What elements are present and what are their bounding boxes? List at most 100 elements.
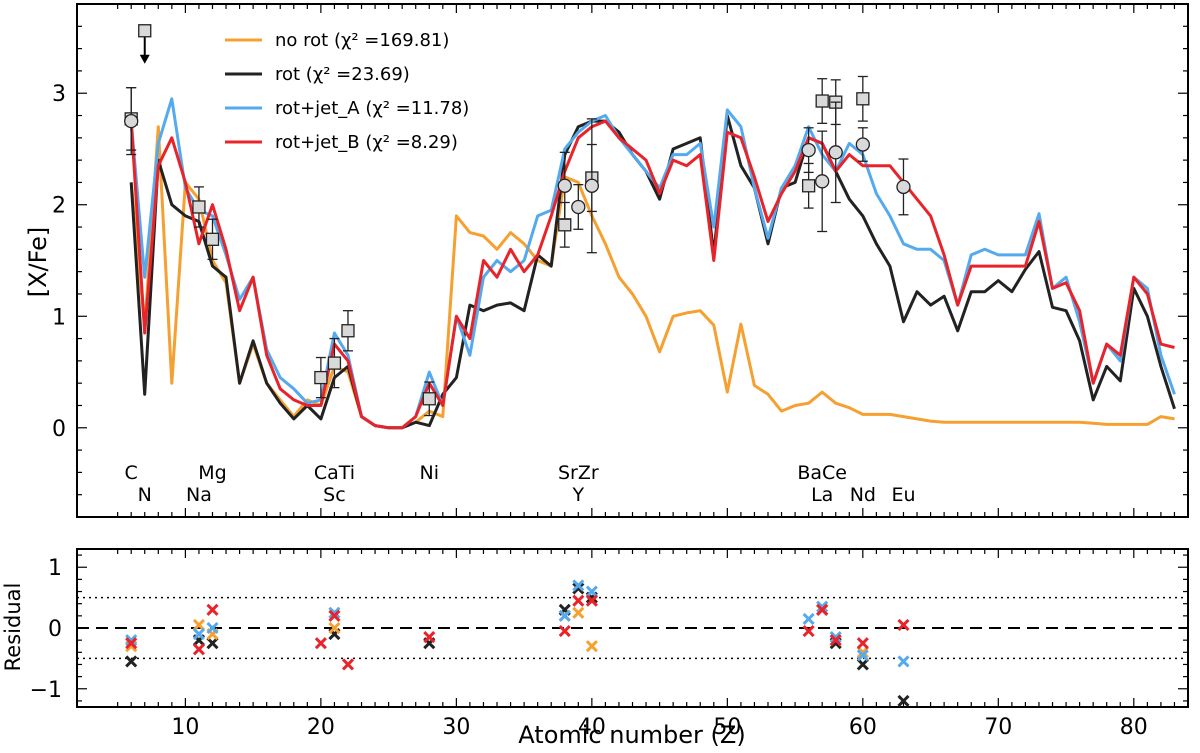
main-y-axis-label: [X/Fe] bbox=[24, 227, 52, 298]
residual-point-rot-jet-A bbox=[572, 579, 585, 592]
residual-tick-labels: −1 0 1 10 20 30 40 50 60 70 80 bbox=[30, 556, 1148, 740]
residual-point-rot bbox=[572, 582, 585, 595]
element-label: SrZr bbox=[558, 462, 599, 484]
residual-point-rot-jet-B bbox=[423, 631, 436, 644]
x-tick-label: 10 bbox=[171, 715, 199, 740]
element-label: Na bbox=[186, 484, 212, 506]
obs-square bbox=[815, 94, 829, 108]
x-tick-label: 50 bbox=[713, 715, 741, 740]
obs-square bbox=[138, 24, 152, 38]
residual-point-rot-jet-B bbox=[585, 594, 598, 607]
residual-point-rot-jet-A bbox=[897, 655, 910, 668]
residual-panel: −1 0 1 10 20 30 40 50 60 70 80 Residual Atomic num… bbox=[1, 548, 1189, 749]
main-axis-ticks bbox=[77, 3, 1189, 518]
residual-point-rot-jet-A bbox=[585, 585, 598, 598]
element-label: CaTi bbox=[314, 462, 355, 484]
residual-point-no-rot bbox=[572, 606, 585, 619]
observed-abundances bbox=[124, 24, 911, 417]
y-tick-label: 2 bbox=[52, 194, 66, 219]
residual-point-rot-jet-B bbox=[856, 637, 869, 650]
residual-y-tick-label: 1 bbox=[48, 556, 62, 581]
residual-point-rot-jet-B bbox=[558, 624, 571, 638]
obs-square bbox=[327, 356, 342, 370]
obs-square bbox=[558, 218, 572, 232]
upper-limit-arrowhead bbox=[139, 54, 150, 64]
y-tick-label: 1 bbox=[52, 305, 66, 330]
residual-point-rot-jet-A bbox=[829, 631, 842, 644]
obs-circle bbox=[571, 199, 586, 215]
residual-point-no-rot bbox=[192, 618, 205, 632]
element-label: La bbox=[811, 484, 833, 506]
obs-square bbox=[856, 92, 870, 106]
legend-label: rot+jet_B (χ² =8.29) bbox=[275, 132, 458, 153]
residual-point-rot bbox=[206, 637, 219, 650]
obs-circle bbox=[557, 178, 572, 193]
model-lines bbox=[129, 97, 1176, 430]
obs-square bbox=[341, 324, 355, 338]
legend: no rot (χ² =169.81) rot (χ² =23.69) rot+je… bbox=[225, 30, 469, 153]
obs-square bbox=[422, 392, 436, 406]
residual-y-tick-label: 0 bbox=[48, 617, 62, 642]
legend-label: rot (χ² =23.69) bbox=[275, 64, 410, 85]
x-tick-label: 30 bbox=[442, 715, 470, 740]
residual-point-rot-jet-B bbox=[328, 609, 341, 622]
residual-reference-lines bbox=[77, 596, 1188, 660]
residual-point-rot-jet-B bbox=[897, 618, 910, 632]
residual-point-rot bbox=[897, 694, 910, 707]
element-label: Eu bbox=[891, 484, 915, 506]
residual-point-no-rot bbox=[585, 640, 598, 653]
residual-y-tick-label: −1 bbox=[30, 678, 62, 703]
main-y-tick-labels: 0 1 2 3 bbox=[52, 82, 66, 442]
element-label: N bbox=[138, 484, 152, 506]
residual-point-rot-jet-B bbox=[206, 603, 219, 616]
x-tick-label: 20 bbox=[307, 715, 335, 740]
residual-point-no-rot bbox=[328, 621, 341, 635]
obs-circle bbox=[815, 174, 830, 189]
residual-point-rot-jet-A bbox=[206, 621, 219, 635]
obs-circle bbox=[828, 145, 843, 160]
legend-label: rot+jet_A (χ² =11.78) bbox=[275, 98, 469, 119]
element-label: C bbox=[125, 462, 138, 484]
obs-square bbox=[314, 370, 328, 385]
line-rot bbox=[129, 114, 1176, 430]
obs-square bbox=[192, 200, 206, 214]
residual-point-rot bbox=[856, 658, 869, 671]
residual-point-rot-jet-B bbox=[314, 637, 327, 650]
legend-label: no rot (χ² =169.81) bbox=[275, 30, 449, 51]
x-tick-label: 40 bbox=[578, 715, 606, 740]
residual-point-no-rot bbox=[856, 646, 869, 659]
x-tick-label: 70 bbox=[984, 715, 1012, 740]
residual-points bbox=[125, 579, 910, 707]
x-tick-label: 60 bbox=[849, 715, 877, 740]
residual-point-rot-jet-B bbox=[341, 658, 355, 671]
element-label: Mg bbox=[198, 462, 226, 484]
x-axis-label: Atomic number (Z) bbox=[518, 721, 745, 749]
residual-point-rot-jet-A bbox=[558, 609, 571, 622]
element-label: Ni bbox=[420, 462, 440, 484]
residual-point-rot-jet-B bbox=[802, 624, 815, 638]
residual-point-rot-jet-A bbox=[856, 649, 869, 662]
line-rot-jet-B bbox=[129, 119, 1175, 430]
element-label: Sc bbox=[323, 484, 346, 506]
obs-circle bbox=[855, 137, 870, 152]
y-tick-label: 3 bbox=[52, 82, 66, 107]
element-label: Y bbox=[572, 484, 585, 506]
residual-point-rot-jet-A bbox=[192, 628, 205, 641]
residual-point-rot-jet-B bbox=[192, 643, 205, 656]
residual-point-rot-jet-B bbox=[572, 594, 585, 607]
residual-y-axis-label: Residual bbox=[1, 583, 25, 672]
residual-axis-ticks bbox=[77, 549, 1189, 707]
main-plot-frame bbox=[76, 3, 1189, 518]
y-tick-label: 0 bbox=[52, 417, 66, 442]
obs-circle bbox=[124, 113, 139, 129]
residual-point-rot bbox=[125, 655, 138, 668]
residual-point-rot-jet-B bbox=[125, 637, 138, 650]
residual-point-rot-jet-A bbox=[328, 606, 341, 619]
residual-point-rot-jet-A bbox=[816, 600, 829, 613]
residual-point-rot-jet-B bbox=[816, 603, 829, 616]
x-tick-label: 80 bbox=[1120, 715, 1148, 740]
residual-point-rot-jet-A bbox=[125, 634, 138, 647]
